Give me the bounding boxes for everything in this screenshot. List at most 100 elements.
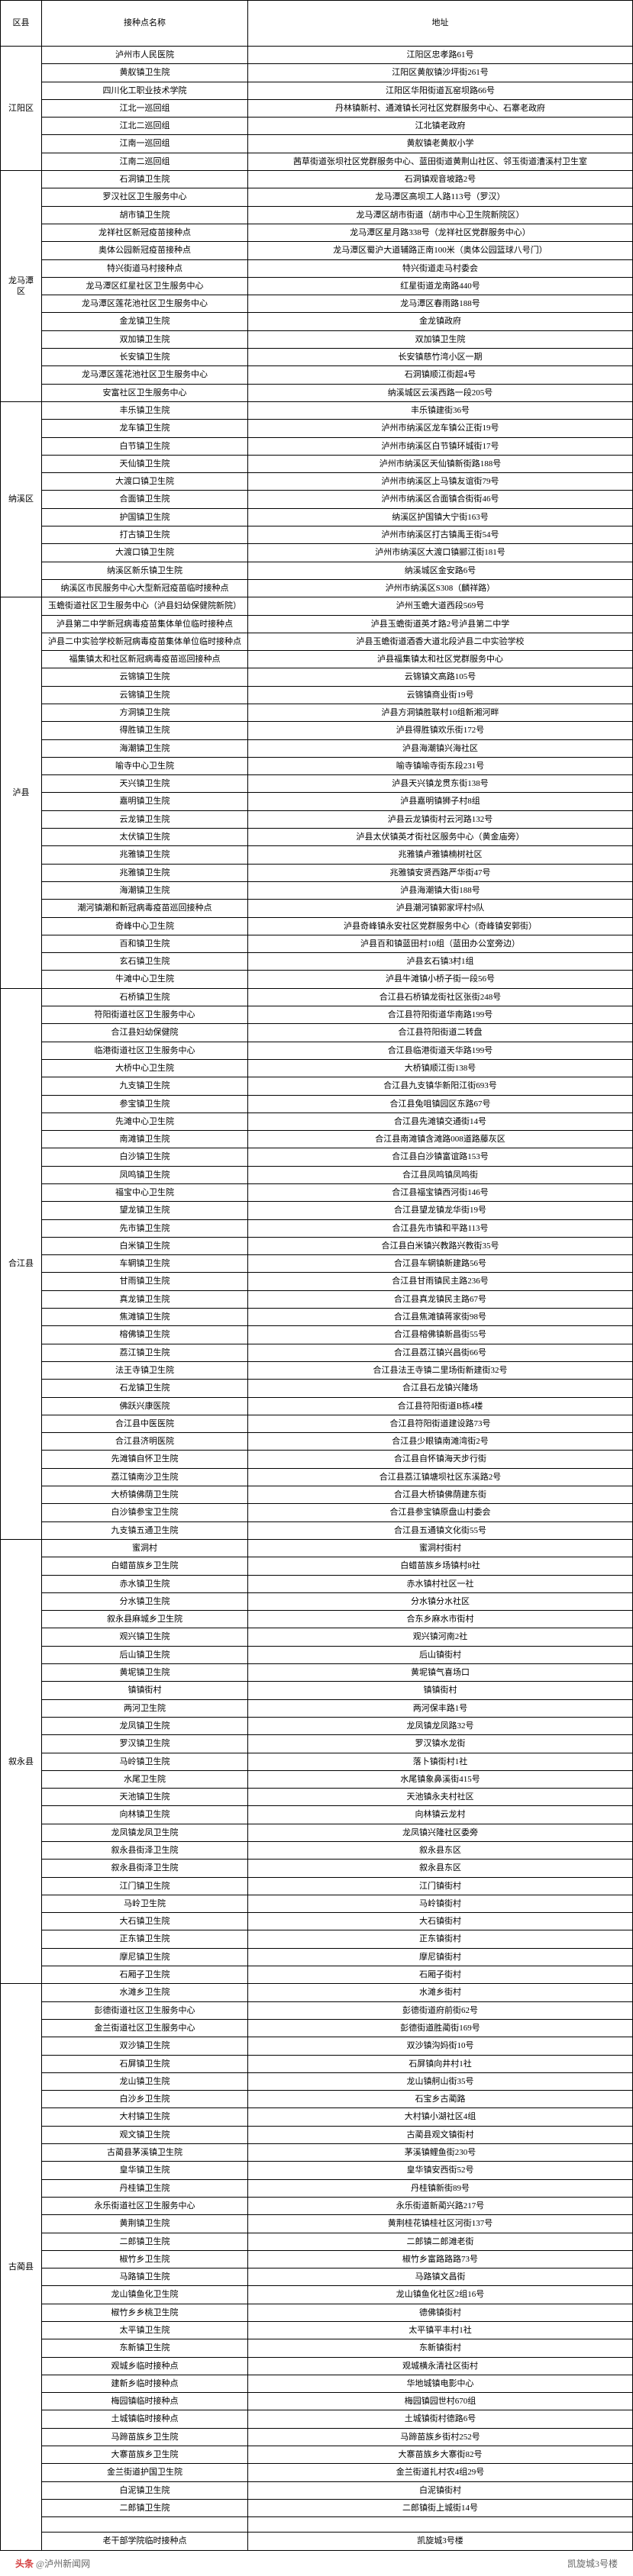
table-row: 喻寺中心卫生院喻寺镇喻寺街东段231号 xyxy=(1,757,633,774)
site-addr-cell: 江阳区黄舣镇沙坪街261号 xyxy=(248,64,633,82)
site-name-cell: 合面镇卫生院 xyxy=(42,491,248,508)
table-row: 罗汉社区卫生服务中心龙马潭区高坝工人路113号（罗汉） xyxy=(1,188,633,206)
site-addr-cell: 纳溪城区金安路6号 xyxy=(248,562,633,579)
site-name-cell: 合江县中医医院 xyxy=(42,1415,248,1432)
site-name-cell: 海潮镇卫生院 xyxy=(42,881,248,899)
site-addr-cell: 云锦镇文高路105号 xyxy=(248,668,633,686)
table-row: 特兴街道马村接种点特兴街道走马村委会 xyxy=(1,259,633,277)
table-row: 黄荆镇卫生院黄荆桂花镇桂社区河街137号 xyxy=(1,2215,633,2233)
site-addr-cell: 泸县奇峰镇永安社区党群服务中心（奇峰镇安郭街） xyxy=(248,917,633,935)
district-cell: 泸县 xyxy=(1,597,42,989)
site-name-cell: 石桥镇卫生院 xyxy=(42,988,248,1006)
table-row: 兆雅镇卫生院兆雅镇安贤西路严华街47号 xyxy=(1,864,633,881)
site-name-cell: 福集镇太和社区新冠病毒疫苗巡回接种点 xyxy=(42,651,248,668)
site-name-cell: 玄石镇卫生院 xyxy=(42,953,248,971)
table-row: 临港街道社区卫生服务中心合江县临港街道天华路199号 xyxy=(1,1042,633,1059)
site-addr-cell: 泸县潮河镇郭家坪村9队 xyxy=(248,900,633,917)
site-name-cell: 大桥镇佛荫卫生院 xyxy=(42,1486,248,1504)
site-addr-cell: 合江县五通镇文化街55号 xyxy=(248,1521,633,1539)
site-addr-cell: 泸州市纳溪区白节镇环城街17号 xyxy=(248,437,633,455)
site-addr-cell: 合江县车辋镇新建路56号 xyxy=(248,1255,633,1273)
table-row xyxy=(1,2517,633,2533)
table-row: 百和镇卫生院泸县百和镇蓝田村10组（蓝田办公室旁边） xyxy=(1,935,633,952)
site-name-cell: 特兴街道马村接种点 xyxy=(42,259,248,277)
site-addr-cell: 黄舣镇老黄舣小学 xyxy=(248,135,633,153)
site-addr-cell: 泸州市纳溪区大渡口镇郦江街181号 xyxy=(248,544,633,562)
site-name-cell: 龙马潭区红星社区卫生服务中心 xyxy=(42,277,248,295)
table-row: 龙山镇卫生院龙山镇舸山街35号 xyxy=(1,2072,633,2090)
table-row: 泸县二中实验学校新冠病毒疫苗集体单位临时接种点泸县玉蟾街道酒香大道北段泸县二中实… xyxy=(1,633,633,650)
site-name-cell: 大村镇卫生院 xyxy=(42,2108,248,2126)
table-row: 合面镇卫生院泸州市纳溪区合面镇合街街46号 xyxy=(1,491,633,508)
site-name-cell: 参宝镇卫生院 xyxy=(42,1095,248,1113)
site-addr-cell: 石洞镇顺江街超4号 xyxy=(248,366,633,384)
site-name-cell: 椒竹乡卫生院 xyxy=(42,2250,248,2268)
site-name-cell: 水尾卫生院 xyxy=(42,1770,248,1788)
district-cell: 叙永县 xyxy=(1,1539,42,1983)
footer-source: @泸州新闻网 xyxy=(15,2557,90,2570)
table-row: 符阳街道社区卫生服务中心合江县符阳街道华南路199号 xyxy=(1,1006,633,1024)
site-name-cell: 奥体公园新冠疫苗接种点 xyxy=(42,242,248,259)
table-row: 水尾卫生院水尾镇象鼻溪街415号 xyxy=(1,1770,633,1788)
site-name-cell: 先市镇卫生院 xyxy=(42,1219,248,1237)
site-addr-cell: 罗汉镇水龙街 xyxy=(248,1735,633,1753)
table-row: 大渡口镇卫生院泸州市纳溪区大渡口镇郦江街181号 xyxy=(1,544,633,562)
table-row: 潮河镇潮和新冠病毒疫苗巡回接种点泸县潮河镇郭家坪村9队 xyxy=(1,900,633,917)
table-row: 椒竹乡乡桃卫生院德佛镇街村 xyxy=(1,2304,633,2321)
table-row: 江北一巡回组丹林镇新村、通滩镇长河社区党群服务中心、石寨老政府 xyxy=(1,99,633,117)
site-name-cell: 两河卫生院 xyxy=(42,1699,248,1717)
site-addr-cell: 石洞镇观音坡路2号 xyxy=(248,171,633,188)
table-row: 龙祥社区新冠疫苗接种点龙马潭区星月路338号（龙祥社区党群服务中心） xyxy=(1,224,633,241)
site-addr-cell: 石屏镇向井村1社 xyxy=(248,2055,633,2072)
site-name-cell: 椒竹乡乡桃卫生院 xyxy=(42,2304,248,2321)
site-name-cell: 焦滩镇卫生院 xyxy=(42,1309,248,1326)
site-name-cell: 荔江镇南沙卫生院 xyxy=(42,1468,248,1486)
footer-right: 凯旋城3号楼 xyxy=(567,2557,618,2570)
site-addr-cell: 金龙镇政府 xyxy=(248,313,633,330)
site-name-cell: 江北一巡回组 xyxy=(42,99,248,117)
table-row: 白沙乡卫生院石宝乡古蔺路 xyxy=(1,2091,633,2108)
table-row: 龙马潭区莲花池社区卫生服务中心石洞镇顺江街超4号 xyxy=(1,366,633,384)
table-row: 马路镇卫生院马路镇文昌街 xyxy=(1,2268,633,2286)
site-addr-cell: 茜草街道张坝社区党群服务中心、蓝田街道黄荆山社区、邻玉街道漕溪村卫生室 xyxy=(248,153,633,170)
site-name-cell: 天兴镇卫生院 xyxy=(42,775,248,793)
table-row: 罗汉镇卫生院罗汉镇水龙街 xyxy=(1,1735,633,1753)
vaccination-sites-table: 区县 接种点名称 地址 江阳区泸州市人民医院江阳区忠孝路61号黄舣镇卫生院江阳区… xyxy=(0,0,633,2551)
site-name-cell: 马蹄苗族乡卫生院 xyxy=(42,2428,248,2446)
site-name-cell: 车辋镇卫生院 xyxy=(42,1255,248,1273)
site-name-cell: 得胜镇卫生院 xyxy=(42,722,248,739)
table-row: 正东镇卫生院正东镇街村 xyxy=(1,1930,633,1948)
site-addr-cell: 黄坭镇气喜场口 xyxy=(248,1664,633,1682)
site-addr-cell: 合江县少眼镇南滩湾街2号 xyxy=(248,1433,633,1451)
site-name-cell: 兆雅镇卫生院 xyxy=(42,846,248,864)
site-addr-cell: 两河保丰路1号 xyxy=(248,1699,633,1717)
district-cell: 龙马潭区 xyxy=(1,171,42,402)
table-row: 金龙镇卫生院金龙镇政府 xyxy=(1,313,633,330)
site-name-cell: 佛跃兴康医院 xyxy=(42,1397,248,1415)
site-name-cell: 丰乐镇卫生院 xyxy=(42,401,248,419)
site-addr-cell: 红星街道龙南路440号 xyxy=(248,277,633,295)
table-row: 江北二巡回组江北镇老政府 xyxy=(1,118,633,135)
site-addr-cell: 蜜洞村街村 xyxy=(248,1539,633,1557)
site-name-cell: 泸县第二中学新冠病毒疫苗集体单位临时接种点 xyxy=(42,615,248,633)
site-addr-cell: 摩尼镇街村 xyxy=(248,1948,633,1966)
site-name-cell: 老干部学院临时接种点 xyxy=(42,2533,248,2550)
site-name-cell: 江南一巡回组 xyxy=(42,135,248,153)
table-row: 白蜡苗族乡卫生院白蜡苗族乡场镇村8社 xyxy=(1,1557,633,1575)
table-row: 合江县妇幼保健院合江县符阳街道二转盘 xyxy=(1,1024,633,1042)
table-row: 古蔺县茅溪镇卫生院茅溪镇鲤鱼街230号 xyxy=(1,2144,633,2162)
table-row: 丹桂镇卫生院丹桂镇新街89号 xyxy=(1,2179,633,2197)
table-row: 叙永县蜜洞村蜜洞村街村 xyxy=(1,1539,633,1557)
site-addr-cell: 江北镇老政府 xyxy=(248,118,633,135)
table-row: 皇华镇卫生院皇华镇安西街52号 xyxy=(1,2162,633,2179)
site-addr-cell: 泸县玄石镇3村1组 xyxy=(248,953,633,971)
site-name-cell: 石洞镇卫生院 xyxy=(42,171,248,188)
table-row: 叙永县麻城乡卫生院合东乡麻水市街村 xyxy=(1,1611,633,1628)
table-row: 白节镇卫生院泸州市纳溪区白节镇环城街17号 xyxy=(1,437,633,455)
table-row: 先滩镇自怀卫生院合江县自怀镇海天步行街 xyxy=(1,1451,633,1468)
site-name-cell: 摩尼镇卫生院 xyxy=(42,1948,248,1966)
site-addr-cell: 丹桂镇新街89号 xyxy=(248,2179,633,2197)
table-row: 云龙镇卫生院泸县云龙镇街村云河路132号 xyxy=(1,810,633,828)
site-addr-cell: 泸县海潮镇大街188号 xyxy=(248,881,633,899)
site-addr-cell: 合江县凤鸣镇凤鸣街 xyxy=(248,1166,633,1183)
